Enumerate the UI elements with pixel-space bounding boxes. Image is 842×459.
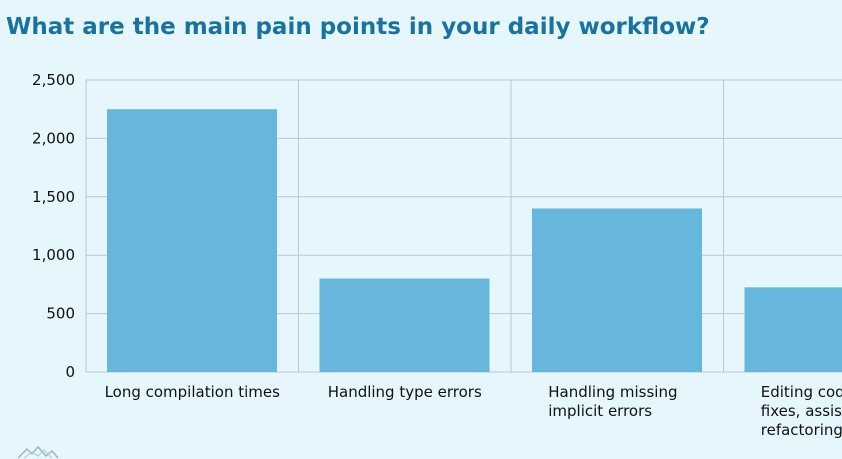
x-axis-labels: Long compilation times Handling type erro…	[105, 383, 842, 439]
y-tick-label: 0	[65, 363, 75, 381]
y-tick-label: 2,000	[32, 129, 75, 147]
y-tick-label: 2,500	[32, 71, 75, 89]
bars	[107, 109, 842, 372]
y-tick-label: 1,500	[32, 188, 75, 206]
bar	[319, 278, 490, 372]
y-tick-label: 1,000	[32, 246, 75, 264]
x-category-label: Editing codefixes, assists,refactoring	[761, 383, 842, 439]
y-axis-ticks: 0 500 1,000 1,500 2,000 2,500	[32, 71, 75, 381]
x-category-label: Handling missing implicit errors	[548, 383, 677, 420]
y-tick-label: 500	[46, 305, 75, 323]
bar	[107, 109, 277, 372]
mountain-logo-icon	[18, 445, 59, 459]
chart-title: What are the main pain points in your da…	[6, 14, 710, 40]
x-category-label: Handling type errors	[328, 383, 482, 401]
x-category-label: Long compilation times	[105, 383, 281, 401]
bar	[744, 287, 842, 372]
bar	[532, 208, 702, 372]
